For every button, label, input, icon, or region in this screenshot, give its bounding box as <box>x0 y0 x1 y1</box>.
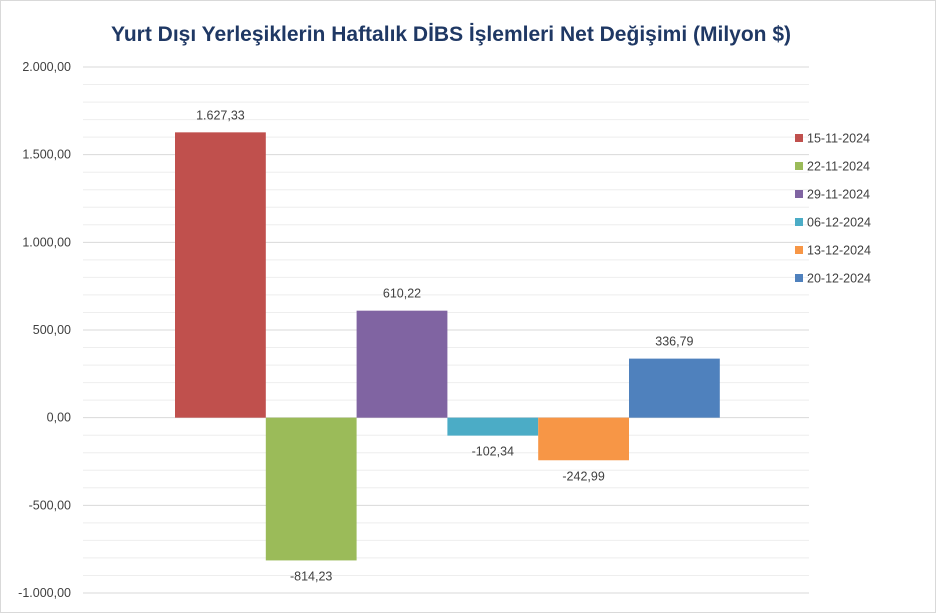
y-tick-label: 500,00 <box>33 323 71 337</box>
bars <box>175 132 720 561</box>
legend-entry-13-12-2024: 13-12-2024 <box>807 244 871 258</box>
y-tick-label: -500,00 <box>29 498 71 512</box>
data-label-13-12-2024: -242,99 <box>562 469 604 483</box>
y-tick-label: 0,00 <box>47 411 71 425</box>
legend-swatch <box>795 274 803 282</box>
legend-swatch <box>795 190 803 198</box>
bar-15-11-2024 <box>175 132 266 418</box>
legend-swatch <box>795 162 803 170</box>
bar-20-12-2024 <box>629 358 720 418</box>
data-label-22-11-2024: -814,23 <box>290 569 332 583</box>
data-label-06-12-2024: -102,34 <box>472 445 514 459</box>
bar-13-12-2024 <box>538 417 629 461</box>
legend-swatch <box>795 134 803 142</box>
legend-swatch <box>795 218 803 226</box>
data-labels: 1.627,33 -814,23 610,22 -102,34 -242,99 336,7… <box>196 108 693 583</box>
bar-06-12-2024 <box>447 417 539 436</box>
data-label-20-12-2024: 336,79 <box>655 335 693 349</box>
legend-entry-29-11-2024: 29-11-2024 <box>807 188 870 202</box>
legend-entry-06-12-2024: 06-12-2024 <box>807 216 871 230</box>
legend-swatch <box>795 246 803 254</box>
y-axis-ticks: 2.000,00 1.500,00 1.000,00 500,00 0,00 -500,0… <box>18 60 71 600</box>
bar-22-11-2024 <box>265 417 357 561</box>
y-tick-label: 2.000,00 <box>22 60 71 74</box>
chart-title: Yurt Dışı Yerleşiklerin Haftalık DİBS İş… <box>111 23 791 46</box>
y-tick-label: -1.000,00 <box>18 586 71 600</box>
y-tick-label: 1.000,00 <box>22 235 71 249</box>
bar-29-11-2024 <box>356 310 448 418</box>
y-tick-label: 1.500,00 <box>22 148 71 162</box>
legend-entry-22-11-2024: 22-11-2024 <box>807 160 870 174</box>
legend-entry-15-11-2024: 15-11-2024 <box>807 132 870 146</box>
legend: 15-11-2024 22-11-2024 29-11-2024 06-12-2024… <box>795 132 871 286</box>
data-label-29-11-2024: 610,22 <box>383 287 421 301</box>
legend-entry-20-12-2024: 20-12-2024 <box>807 272 871 286</box>
data-label-15-11-2024: 1.627,33 <box>196 108 245 122</box>
